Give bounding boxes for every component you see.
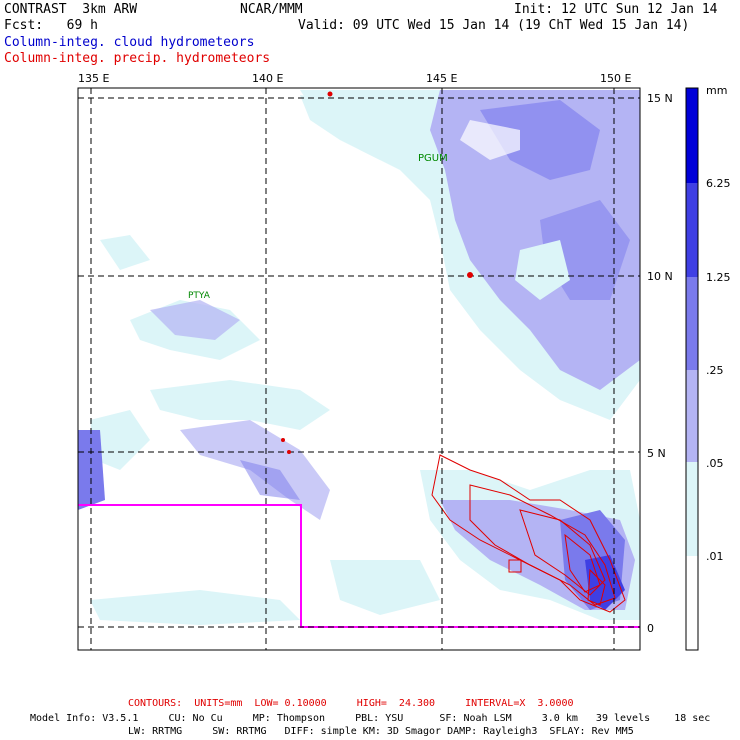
field-cloud-label: Column-integ. cloud hydrometeors	[4, 35, 255, 50]
colorbar-label-0-05: .05	[706, 457, 724, 470]
contours-info: CONTOURS: UNITS=mm LOW= 0.10000 HIGH= 24…	[128, 698, 574, 709]
lon-label-140: 140 E	[252, 72, 284, 85]
lon-label-145: 145 E	[426, 72, 458, 85]
colorbar-label-6-25: 6.25	[706, 177, 731, 190]
lat-label-10: 10 N	[647, 270, 673, 283]
colorbar-bin-2	[686, 183, 698, 277]
center-name: NCAR/MMM	[240, 2, 303, 17]
colorbar	[685, 87, 699, 651]
colorbar-bin-5	[686, 462, 698, 556]
lat-label-5: 5 N	[647, 447, 666, 460]
island-markers	[281, 91, 473, 454]
model-info-line-2: LW: RRTMG SW: RRTMG DIFF: simple KM: 3D …	[128, 726, 634, 737]
station-label-pgum: PGUM	[418, 153, 448, 164]
map-frame	[77, 87, 641, 651]
precip-contours	[431, 454, 626, 613]
model-info-line-1: Model Info: V3.5.1 CU: No Cu MP: Thompso…	[30, 713, 711, 724]
station-label-ptya: PTYA	[188, 291, 210, 301]
model-title: CONTRAST 3km ARW	[4, 2, 138, 17]
lon-label-135: 135 E	[78, 72, 110, 85]
lon-label-150: 150 E	[600, 72, 632, 85]
colorbar-bin-6	[686, 556, 698, 650]
colorbar-bin-1	[686, 88, 698, 183]
forecast-hour: Fcst: 69 h	[4, 18, 98, 33]
colorbar-label-0-01: .01	[706, 550, 724, 563]
colorbar-bin-4	[686, 370, 698, 462]
cloud-shading	[78, 90, 640, 625]
lat-label-0: 0	[647, 622, 654, 635]
colorbar-label-1-25: 1.25	[706, 271, 731, 284]
colorbar-bin-3	[686, 277, 698, 370]
field-precip-label: Column-integ. precip. hydrometeors	[4, 51, 271, 66]
valid-time: Valid: 09 UTC Wed 15 Jan 14 (19 ChT Wed …	[298, 18, 690, 33]
graticule	[78, 88, 640, 650]
lat-label-15: 15 N	[647, 92, 673, 105]
colorbar-unit: mm	[706, 84, 728, 97]
colorbar-label-0-25: .25	[706, 364, 724, 377]
init-time: Init: 12 UTC Sun 12 Jan 14	[514, 2, 718, 17]
